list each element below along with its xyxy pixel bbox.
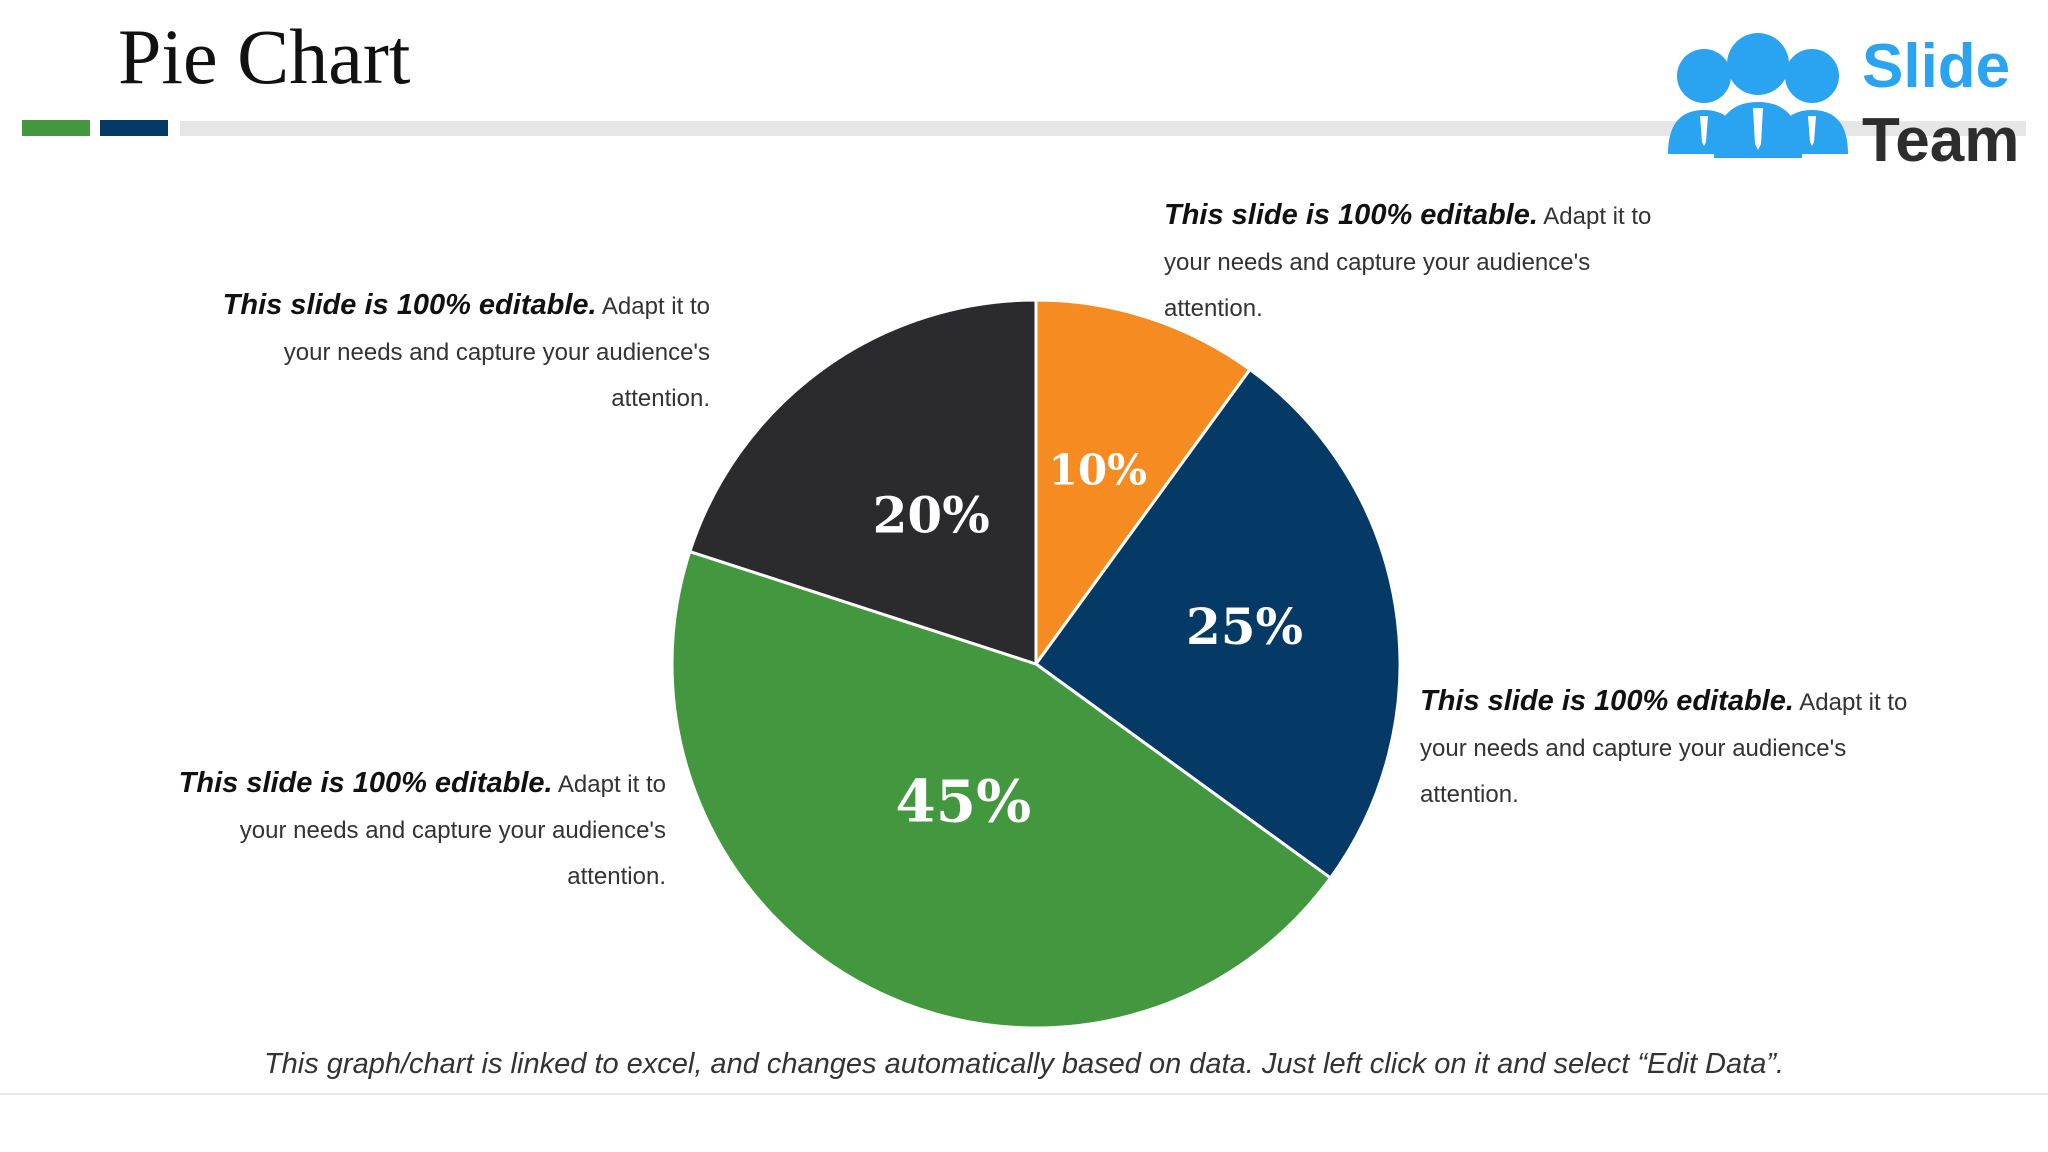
callout-lead: This slide is 100% editable. — [1420, 685, 1794, 717]
callout-body: Adapt it to your needs and capture your … — [283, 293, 710, 412]
callout-top-left: This slide is 100% editable. Adapt it to… — [190, 282, 710, 422]
callout-body: Adapt it to your needs and capture your … — [1164, 203, 1652, 322]
slice-label: 10% — [1049, 446, 1147, 495]
accent-bar-green — [22, 120, 90, 136]
callout-right: This slide is 100% editable. Adapt it to… — [1420, 678, 1940, 818]
people-icon — [1668, 33, 1848, 158]
footnote: This graph/chart is linked to excel, and… — [263, 1048, 1785, 1080]
pie-slice[interactable] — [688, 298, 1038, 666]
callout-body: Adapt it to your needs and capture your … — [239, 771, 666, 890]
pie-slice[interactable] — [670, 550, 1332, 1030]
callout-lead: This slide is 100% editable. — [1164, 199, 1538, 231]
slideteam-logo: Slide Team — [1664, 26, 2026, 172]
callout-bottom-left: This slide is 100% editable. Adapt it to… — [146, 760, 666, 900]
footer-divider — [0, 1093, 2048, 1095]
callout-body: Adapt it to your needs and capture your … — [1420, 689, 1908, 808]
title-divider — [180, 121, 2026, 136]
logo-word-slide: Slide — [1862, 32, 2011, 101]
slice-label: 25% — [1186, 597, 1303, 656]
pie-slice[interactable] — [1034, 368, 1402, 880]
slice-label: 20% — [873, 486, 990, 545]
page-title: Pie Chart — [118, 13, 411, 100]
pie-slice[interactable] — [1034, 298, 1252, 666]
callout-lead: This slide is 100% editable. — [222, 289, 597, 321]
accent-bar-navy — [100, 120, 168, 136]
callout-top-right: This slide is 100% editable. Adapt it to… — [1164, 192, 1684, 332]
callout-lead: This slide is 100% editable. — [178, 767, 553, 799]
slice-label: 45% — [895, 768, 1031, 836]
logo-word-team: Team — [1862, 106, 2020, 175]
